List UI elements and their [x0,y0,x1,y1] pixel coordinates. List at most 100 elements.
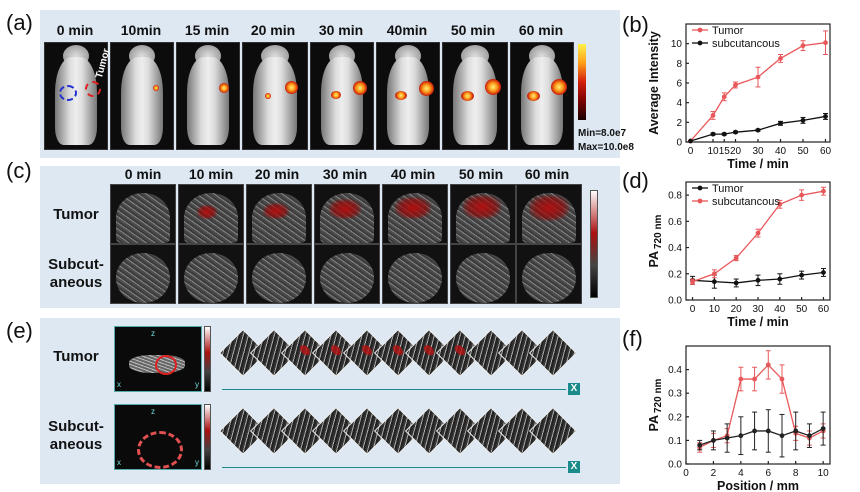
data-point [821,188,826,194]
data-point [752,428,757,434]
y-tick-label: 0.4 [668,243,682,254]
panel-label-e: (e) [6,318,33,343]
panel-label-f: (f) [622,326,643,351]
time-label: 0 min [124,166,162,182]
data-point [778,56,783,61]
pa-image-subcutaneous [178,244,244,304]
pa-image-tumor [450,184,516,244]
colorbar [204,326,211,392]
legend-marker [697,198,703,204]
pa-image-subcutaneous [450,244,516,304]
y-axis-title: PA720 nm [647,378,664,431]
data-point [721,94,727,100]
x-axis-arrow [222,467,566,468]
data-point [779,433,785,439]
time-label: 10 min [188,166,234,182]
x-tick-label: 10 [709,304,721,315]
y-tick-label: 10 [671,39,683,50]
y-tick-label: 0.2 [668,412,682,423]
x-tick-label: 30 [752,146,764,157]
row-label-line: Subcut- [48,418,104,435]
row-label-subcutaneous: Subcut- aneous [44,418,108,454]
data-point [733,280,739,286]
x-tick-label: 15 [719,146,731,157]
data-point [755,230,761,236]
x-tick-label: 8 [793,468,799,479]
data-point [710,113,716,118]
time-label: 40 min [390,166,436,182]
axis-z-label: z [151,329,155,338]
time-label: 10min [120,22,162,38]
x-axis-title: Time / min [727,315,789,329]
y-tick-label: 0.0 [668,296,682,307]
data-point [733,129,738,135]
data-point [823,114,828,119]
legend-marker [697,27,703,33]
x-tick-label: 2 [711,468,717,479]
data-point [777,276,783,282]
x-tick-label: 40 [775,146,787,157]
pa-image-subcutaneous [110,244,176,304]
series-line [699,363,824,449]
pa-image-tumor [382,184,448,244]
y-tick-label: 0.2 [668,269,682,280]
data-point [724,435,730,441]
legend-label: Tumor [712,25,744,37]
x-tick-label: 4 [738,468,744,479]
y-tick-label: 6 [676,79,682,90]
x-tick-label: 10 [707,146,719,157]
mouse-image [310,42,374,150]
time-label: 50 min [450,22,496,38]
plot-frame [685,345,831,465]
data-point [738,376,744,382]
x-tick-label: 0 [690,304,696,315]
axis-z-label: z [151,407,155,416]
x-tick-label: 6 [766,468,772,479]
legend-label: subcutancous [712,38,780,50]
data-point [711,438,716,443]
data-point [755,127,761,133]
data-point [697,442,703,448]
data-point [778,120,783,126]
x-axis-title: Time / min [727,157,789,171]
mouse-image [242,42,308,150]
y-tick-label: 8 [676,59,682,70]
pa-image-tumor [246,184,312,244]
axis-x-label: x [117,458,121,467]
y-tick-label: 0.0 [668,460,682,471]
x-tick-label: 60 [818,304,830,315]
data-point [711,271,717,277]
mouse-image [176,42,240,150]
y-tick-label: 0 [676,138,682,149]
data-point [765,362,771,368]
mouse-image [44,42,108,150]
x-axis-label: X [568,461,580,473]
colorbar-max: Max=10.0e8 [578,142,634,153]
data-point [752,376,757,382]
y-tick-label: 0.3 [668,389,682,400]
time-label: 60 min [524,166,570,182]
mouse-image [510,42,574,150]
row-label-line: Subcut- [48,256,104,273]
pa-image-subcutaneous [314,244,380,304]
data-point [793,428,799,434]
y-axis-title: Average Intensity [647,31,661,135]
time-label: 60 min [518,22,564,38]
x-tick-label: 30 [752,304,764,315]
series-line [690,42,826,142]
row-label-line: aneous [49,436,103,453]
data-point [799,272,805,278]
colorbar-min: Min=8.0e7 [578,128,627,139]
x-tick-label: 0 [688,146,694,157]
time-label: 0 min [56,22,94,38]
panel-label-b: (b) [622,12,649,37]
x-tick-label: 20 [731,304,743,315]
panel-label-d: (d) [622,168,649,193]
data-point [755,74,761,80]
mouse-image [376,42,440,150]
axis-x-label: x [117,380,121,389]
x-tick-label: 0 [683,468,689,479]
row-label-tumor: Tumor [53,206,99,223]
